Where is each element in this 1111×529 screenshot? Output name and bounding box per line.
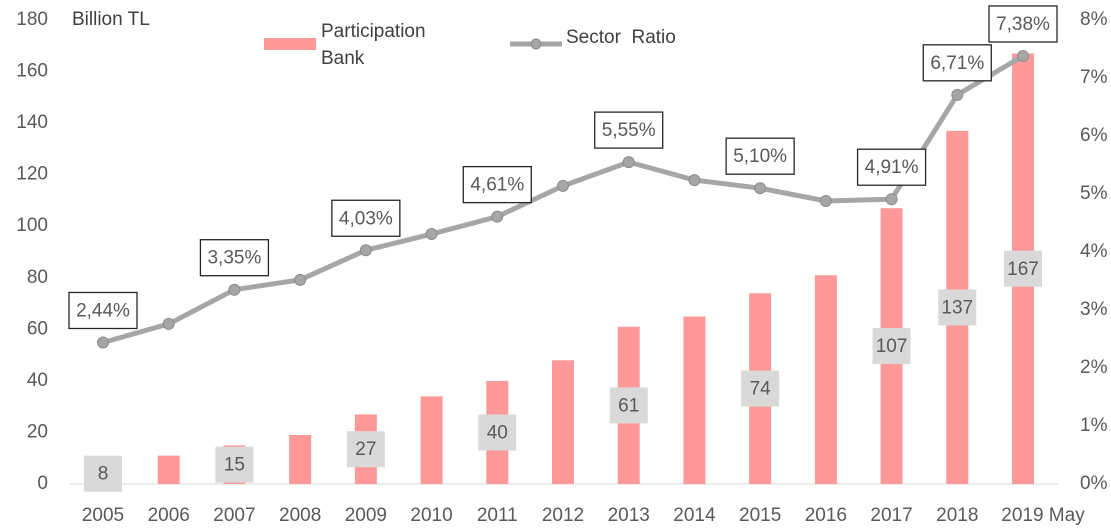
data-label-box (68, 291, 138, 330)
data-label: 137 (941, 297, 973, 318)
data-label: 107 (876, 336, 908, 357)
data-label: 6,71% (930, 53, 984, 74)
y-tick-label: 120 (16, 164, 48, 185)
x-tick-label: 2012 (542, 505, 584, 526)
data-label-box (922, 44, 992, 82)
y-tick-label: 160 (16, 61, 48, 82)
y-tick-label: 60 (27, 318, 48, 339)
y-tick-label: 40 (27, 370, 48, 391)
x-tick-label: 2005 (82, 505, 124, 526)
y2-tick-label: 0% (1080, 473, 1108, 494)
data-label-box (346, 431, 385, 468)
data-label-box (856, 148, 927, 186)
bar (683, 316, 706, 484)
line-marker (951, 88, 964, 101)
data-label: 5,10% (733, 146, 787, 167)
data-label-box (478, 414, 517, 451)
y2-tick-label: 6% (1080, 125, 1108, 146)
y-tick-label: 0 (37, 473, 48, 494)
x-tick-label: 2011 (477, 505, 518, 526)
data-label: 4,61% (470, 175, 524, 196)
line-marker (359, 244, 372, 257)
data-label: 2,44% (76, 300, 130, 321)
data-label: 8 (98, 464, 109, 485)
line-marker (97, 336, 109, 349)
y2-tick-label: 1% (1080, 415, 1108, 436)
line-marker (162, 317, 175, 330)
data-label: 4,91% (865, 157, 919, 178)
data-label: 7,38% (996, 14, 1050, 35)
data-label-box (199, 239, 270, 277)
x-tick-label: 2016 (805, 505, 847, 526)
data-label-box (331, 199, 401, 237)
y-tick-label: 100 (16, 215, 48, 236)
data-label-box (725, 137, 795, 175)
line-marker (819, 194, 832, 207)
legend-marker (530, 38, 542, 50)
x-tick-label: 2014 (673, 505, 716, 526)
data-label-box (741, 370, 780, 407)
data-label-box (1004, 250, 1042, 287)
x-tick-label: 2013 (608, 505, 650, 526)
y2-tick-label: 4% (1080, 241, 1108, 262)
y-tick-label: 140 (16, 112, 48, 133)
legend-swatch-bar (264, 38, 316, 50)
y2-tick-label: 8% (1080, 9, 1108, 30)
x-tick-label: 2007 (213, 505, 255, 526)
data-label-box (462, 165, 532, 204)
x-tick-label: 2017 (870, 505, 912, 526)
line-marker (1017, 49, 1029, 62)
line-marker (885, 193, 898, 206)
data-label-box (215, 446, 254, 483)
line-marker (425, 228, 438, 241)
x-tick-label: 2010 (410, 505, 452, 526)
y-tick-label: 20 (27, 421, 48, 442)
line-marker (557, 179, 569, 192)
data-label: 167 (1007, 259, 1039, 280)
x-tick-label: 2008 (279, 505, 321, 526)
line-marker (622, 156, 635, 169)
bar (157, 455, 180, 484)
line-marker (688, 174, 701, 187)
y2-tick-label: 2% (1080, 357, 1108, 378)
line-marker (228, 283, 241, 296)
x-tick-label: 2019 May (1001, 505, 1085, 526)
bar (289, 435, 312, 484)
x-tick-label: 2006 (148, 505, 190, 526)
data-label: 5,55% (602, 120, 656, 141)
y2-tick-label: 3% (1080, 299, 1108, 320)
y-tick-label: 180 (16, 9, 48, 30)
bar (552, 360, 574, 484)
data-label-box (938, 289, 977, 326)
line-marker (754, 182, 767, 195)
data-label: 27 (355, 439, 376, 460)
data-label-box (609, 387, 648, 424)
y2-tick-label: 5% (1080, 183, 1108, 204)
x-tick-label: 2018 (936, 505, 978, 526)
data-label-box (84, 455, 122, 492)
legend-label: Sector Ratio (566, 27, 676, 48)
data-label-box (988, 5, 1058, 43)
y-tick-label: 80 (27, 267, 48, 288)
data-label-box (594, 111, 664, 149)
legend-label: Participation Bank (321, 21, 426, 69)
data-label: 61 (618, 395, 639, 416)
data-label: 3,35% (207, 248, 261, 269)
bar (814, 275, 837, 484)
data-label: 15 (224, 455, 245, 476)
x-tick-label: 2015 (739, 505, 781, 526)
data-label: 74 (750, 379, 772, 400)
data-label-box (872, 328, 911, 365)
x-tick-label: 2009 (345, 505, 387, 526)
data-label: 40 (487, 422, 508, 443)
y-axis-label: Billion TL (72, 9, 150, 30)
bar (420, 396, 443, 484)
y2-tick-label: 7% (1080, 67, 1108, 88)
line-marker (294, 273, 307, 286)
line-marker (491, 210, 504, 223)
data-label: 4,03% (339, 208, 393, 229)
